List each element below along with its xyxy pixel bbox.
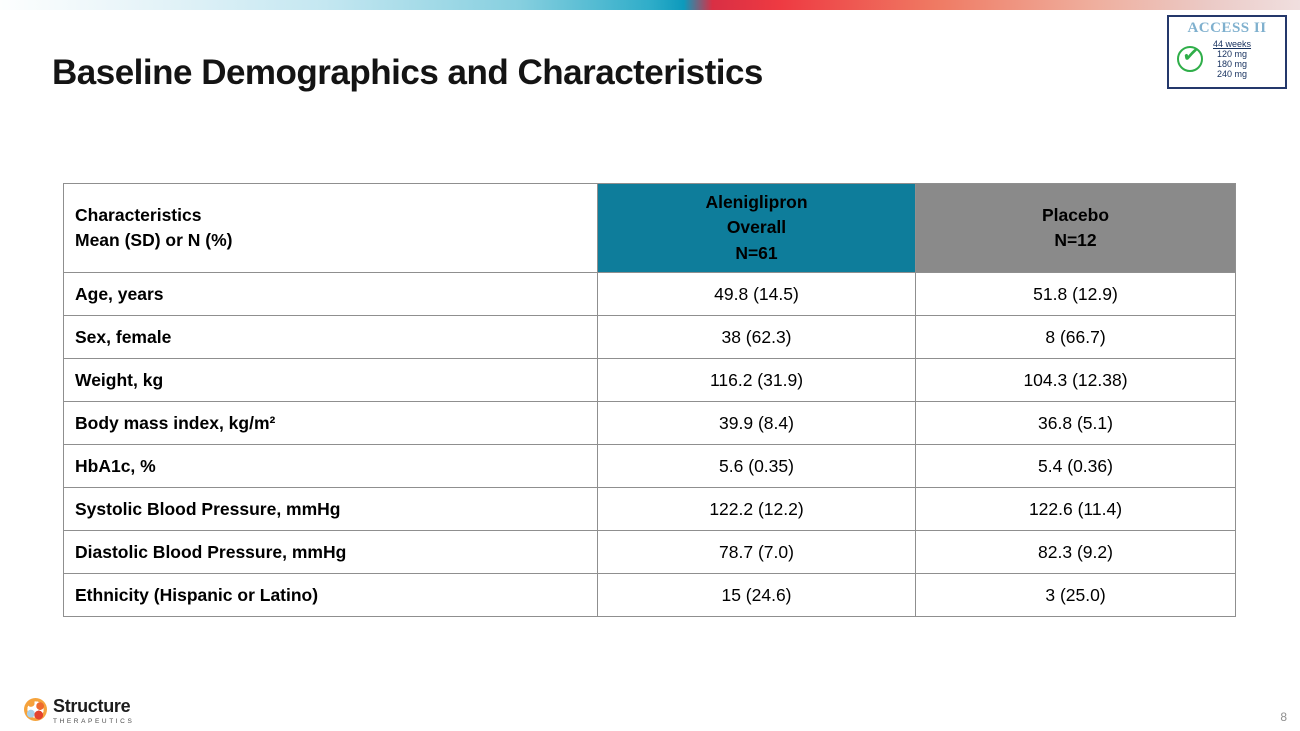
logo-subtitle: THERAPEUTICS [53,718,135,725]
placebo-value: 122.6 (11.4) [915,487,1236,531]
structure-logo-icon [24,698,47,721]
table-row: HbA1c, % 5.6 (0.35) 5.4 (0.36) [63,444,1236,488]
row-label: Weight, kg [63,358,598,402]
page-number: 8 [1280,710,1287,724]
table-row: Ethnicity (Hispanic or Latino) 15 (24.6)… [63,573,1236,617]
table-row: Sex, female 38 (62.3) 8 (66.7) [63,315,1236,359]
access-ii-title: ACCESS II [1187,20,1267,36]
trial-duration: 44 weeks [1213,39,1252,49]
row-label: HbA1c, % [63,444,598,488]
dose-item: 240 mg [1217,69,1248,79]
row-label: Systolic Blood Pressure, mmHg [63,487,598,531]
structure-therapeutics-logo: Structure THERAPEUTICS [24,696,134,725]
page-title: Baseline Demographics and Characteristic… [52,53,763,92]
aleniglipron-value: 116.2 (31.9) [597,358,916,402]
aleniglipron-value: 78.7 (7.0) [597,530,916,574]
aleniglipron-value: 5.6 (0.35) [597,444,916,488]
access-ii-badge: ACCESS II ✓ 44 weeks 120 mg 180 mg 240 m… [1167,15,1287,89]
access-ii-details: ✓ 44 weeks 120 mg 180 mg 240 mg [1169,39,1285,79]
table-row: Diastolic Blood Pressure, mmHg 78.7 (7.0… [63,530,1236,574]
placebo-value: 3 (25.0) [915,573,1236,617]
dose-item: 180 mg [1217,59,1248,69]
placebo-value: 51.8 (12.9) [915,272,1236,316]
row-label: Body mass index, kg/m² [63,401,598,445]
placebo-value: 104.3 (12.38) [915,358,1236,402]
table-row: Systolic Blood Pressure, mmHg 122.2 (12.… [63,487,1236,531]
table-row: Body mass index, kg/m² 39.9 (8.4) 36.8 (… [63,401,1236,445]
aleniglipron-value: 15 (24.6) [597,573,916,617]
row-label: Diastolic Blood Pressure, mmHg [63,530,598,574]
row-label: Sex, female [63,315,598,359]
column-header-aleniglipron: Aleniglipron Overall N=61 [597,183,916,273]
table-row: Age, years 49.8 (14.5) 51.8 (12.9) [63,272,1236,316]
column-header-placebo: Placebo N=12 [915,183,1236,273]
column-header-characteristics: Characteristics Mean (SD) or N (%) [63,183,598,273]
table-header-row: Characteristics Mean (SD) or N (%) Aleni… [63,183,1236,273]
aleniglipron-value: 38 (62.3) [597,315,916,359]
placebo-value: 8 (66.7) [915,315,1236,359]
row-label: Ethnicity (Hispanic or Latino) [63,573,598,617]
dose-item: 120 mg [1217,49,1248,59]
demographics-table: Characteristics Mean (SD) or N (%) Aleni… [63,183,1236,617]
top-gradient-bar [0,0,1300,10]
checkmark-icon: ✓ [1177,41,1203,72]
table-row: Weight, kg 116.2 (31.9) 104.3 (12.38) [63,358,1236,402]
placebo-value: 36.8 (5.1) [915,401,1236,445]
row-label: Age, years [63,272,598,316]
placebo-value: 5.4 (0.36) [915,444,1236,488]
dose-list: 44 weeks 120 mg 180 mg 240 mg [1213,39,1251,79]
aleniglipron-value: 49.8 (14.5) [597,272,916,316]
placebo-value: 82.3 (9.2) [915,530,1236,574]
logo-wordmark: Structure [53,696,131,716]
aleniglipron-value: 122.2 (12.2) [597,487,916,531]
aleniglipron-value: 39.9 (8.4) [597,401,916,445]
